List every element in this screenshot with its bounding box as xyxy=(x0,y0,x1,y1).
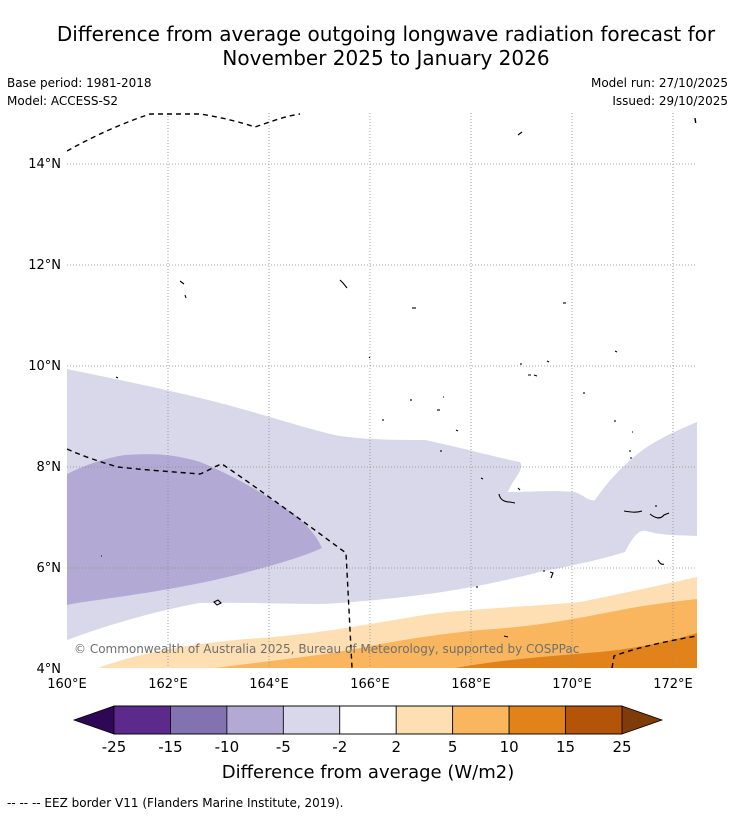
model-run: Model run: 27/10/2025 xyxy=(590,76,728,90)
colorbar-tick-label: 5 xyxy=(448,738,458,756)
colorbar: -25 -15 -10 -5 -2 2 5 10 15 25 Difference from av… xyxy=(72,705,664,783)
colorbar-over-arrow xyxy=(622,706,662,734)
colorbar-outline xyxy=(72,705,664,735)
colorbar-tick-label: -25 xyxy=(102,738,127,756)
colorbar-cell xyxy=(452,705,510,735)
colorbar-cell xyxy=(226,705,284,735)
colorbar-tick-label: 2 xyxy=(391,738,401,756)
lon-label-172e: 172°E xyxy=(653,677,693,692)
lon-label-166e: 166°E xyxy=(350,677,390,692)
colorbar-cells xyxy=(113,705,623,735)
islands xyxy=(101,131,670,638)
colorbar-cell xyxy=(339,705,397,735)
olr-contour-5-10 xyxy=(215,599,697,668)
colorbar-cell xyxy=(395,705,454,735)
colorbar-tick-label: -2 xyxy=(332,738,347,756)
colorbar-cell xyxy=(170,705,228,735)
model-name: Model: ACCESS-S2 xyxy=(7,94,119,108)
colorbar-tick-label: 15 xyxy=(556,738,575,756)
meta-right: Model run: 27/10/2025 Issued: 29/10/2025 xyxy=(591,74,728,110)
olr-contour-minus10-minus5 xyxy=(67,454,322,605)
gridlines xyxy=(67,113,697,668)
olr-contour-10-15 xyxy=(455,633,697,668)
issued-date: Issued: 29/10/2025 xyxy=(612,94,728,108)
lon-label-160e: 160°E xyxy=(47,677,87,692)
lon-label-162e: 162°E xyxy=(148,677,188,692)
colorbar-label: Difference from average (W/m2) xyxy=(222,762,514,783)
lat-label-14n: 14°N xyxy=(28,157,61,172)
title-line-1: Difference from average outgoing longwav… xyxy=(56,22,716,46)
lat-label-6n: 6°N xyxy=(37,561,62,576)
lat-label-12n: 12°N xyxy=(28,258,61,273)
colorbar-cell xyxy=(113,705,171,735)
colorbar-cell xyxy=(282,705,341,735)
colorbar-cell xyxy=(565,705,623,735)
copyright-text: © Commonwealth of Australia 2025, Bureau… xyxy=(74,642,579,656)
colorbar-tick-label: 25 xyxy=(612,738,631,756)
plot-area: © Commonwealth of Australia 2025, Bureau… xyxy=(67,113,697,668)
lat-label-4n: 4°N xyxy=(37,662,62,677)
map-title: Difference from average outgoing longwav… xyxy=(0,22,736,70)
colorbar-tick-label: -15 xyxy=(158,738,183,756)
lon-axis: 160°E 162°E 164°E 166°E 168°E 170°E 172°… xyxy=(47,677,693,692)
colorbar-under-arrow xyxy=(74,706,114,734)
colorbar-cell xyxy=(508,705,566,735)
lon-label-168e: 168°E xyxy=(451,677,491,692)
base-period: Base period: 1981-2018 xyxy=(7,76,152,90)
meta-left: Base period: 1981-2018 Model: ACCESS-S2 xyxy=(7,74,152,110)
lat-label-10n: 10°N xyxy=(28,359,61,374)
colorbar-ticks: -25 -15 -10 -5 -2 2 5 10 15 25 xyxy=(102,738,632,756)
colorbar-tick-label: -5 xyxy=(276,738,291,756)
eez-legend-note: -- -- -- EEZ border V11 (Flanders Marine… xyxy=(7,796,344,810)
lon-label-164e: 164°E xyxy=(249,677,289,692)
lon-label-170e: 170°E xyxy=(552,677,592,692)
title-line-2: November 2025 to January 2026 xyxy=(222,46,550,70)
lat-label-8n: 8°N xyxy=(37,460,62,475)
colorbar-tick-label: -10 xyxy=(215,738,240,756)
eez-borders xyxy=(67,113,697,668)
lat-axis: 4°N 6°N 8°N 10°N 12°N 14°N xyxy=(28,157,61,677)
colorbar-tick-label: 10 xyxy=(500,738,519,756)
